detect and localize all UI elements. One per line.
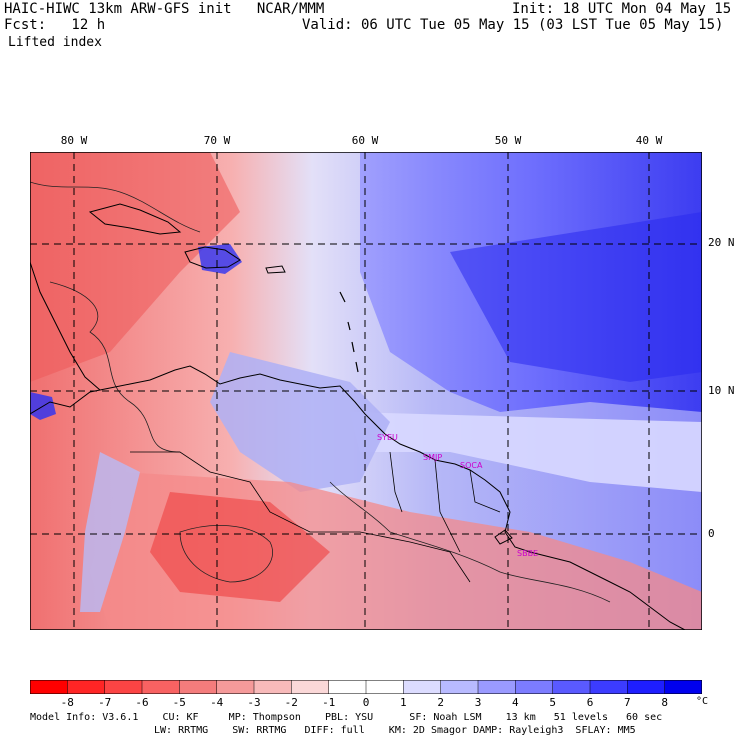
colorbar-cell: [440, 680, 479, 694]
colorbar-cell: [365, 680, 405, 694]
south-america-coastline: [30, 365, 686, 630]
graticule: [30, 152, 702, 630]
contour-line: [329, 481, 611, 603]
caribbean-stable-patch: [210, 352, 390, 492]
colorbar-tick: 3: [474, 696, 482, 709]
colorbar-tick: 0: [362, 696, 370, 709]
colorbar-tick: 4: [511, 696, 519, 709]
colorbar-cell: [552, 680, 591, 694]
lon-label-40w: 40 W: [635, 134, 663, 147]
lifted-index-map: SYEU SMJP SOCA SBBE: [30, 152, 702, 630]
colorbar-tick: -1: [322, 696, 336, 709]
colorbar-tick: 2: [437, 696, 444, 709]
colorbar: [30, 680, 702, 694]
contour-line: [179, 525, 273, 583]
colorbar-cell: [403, 680, 442, 694]
strongly-stable-core: [450, 212, 702, 382]
colorbar-cell: [291, 680, 330, 694]
near-neutral-band: [350, 412, 702, 492]
colorbar-tick: -8: [60, 696, 74, 709]
central-america-coastline: [30, 261, 101, 391]
country-border: [130, 451, 471, 583]
colorbar-cell: [216, 680, 255, 694]
valid-time: Valid: 06 UTC Tue 05 May 15 (03 LST Tue …: [302, 17, 724, 33]
model-info-line2: LW: RRTMG SW: RRTMG DIFF: full KM: 2D Sm…: [154, 725, 636, 736]
puerto-rico-coastline: [265, 265, 286, 274]
field-name: Lifted index: [8, 35, 102, 50]
colorbar-cell: [328, 680, 367, 694]
marajo-island: [494, 529, 513, 545]
lon-label-70w: 70 W: [203, 134, 231, 147]
lon-label-60w: 60 W: [351, 134, 379, 147]
colorbar-cell: [253, 680, 293, 694]
colorbar-tick: 8: [661, 696, 668, 709]
colorbar-tick: -7: [98, 696, 112, 709]
colorbar-tick: -4: [210, 696, 224, 709]
lat-label-10n: 10 N: [708, 384, 735, 397]
map-title: HAIC-HIWC 13km ARW-GFS init NCAR/MMM: [4, 1, 325, 17]
station-soca: SOCA: [460, 461, 483, 470]
hispaniola-coastline: [184, 246, 241, 269]
colorbar-tick: 7: [623, 696, 631, 709]
lon-label-80w: 80 W: [60, 134, 88, 147]
colorbar-tick: 6: [586, 696, 594, 709]
colorbar-tick: -5: [172, 696, 186, 709]
colorbar-unit: °C: [696, 696, 709, 707]
colorbar-cell: [67, 680, 106, 694]
colorbar-tick: -2: [284, 696, 298, 709]
country-border: [389, 451, 501, 553]
andes-stable-strip: [80, 452, 140, 612]
forecast-hour: Fcst: 12 h: [4, 17, 106, 33]
station-smjp: SMJP: [423, 453, 442, 462]
colorbar-tick: 1: [399, 696, 407, 709]
lat-label-0: 0: [708, 527, 715, 540]
cuba-coastline: [88, 203, 182, 235]
colorbar-tick: 5: [549, 696, 556, 709]
contour-line: [30, 181, 201, 233]
colorbar-cell: [589, 680, 629, 694]
station-syeu: SYEU: [377, 433, 398, 442]
station-sbbe: SBBE: [517, 549, 538, 558]
init-time: Init: 18 UTC Mon 04 May 15: [512, 1, 732, 17]
colorbar-cell: [141, 680, 181, 694]
lat-label-20n: 20 N: [708, 236, 735, 249]
colorbar-cell: [179, 680, 218, 694]
colorbar-cell: [627, 680, 666, 694]
lesser-antilles: [339, 291, 359, 373]
contour-line: [49, 281, 181, 453]
colorbar-cell: [104, 680, 143, 694]
model-info-line1: Model Info: V3.6.1 CU: KF MP: Thompson P…: [30, 712, 663, 723]
lon-label-50w: 50 W: [494, 134, 522, 147]
colorbar-tick: -3: [247, 696, 261, 709]
colorbar-cell: [477, 680, 517, 694]
colorbar-cell: [515, 680, 554, 694]
hispaniola-stable-spot: [198, 244, 242, 274]
colorbar-cell: [664, 680, 702, 694]
colorbar-cell: [30, 680, 69, 694]
unstable-north-west: [30, 152, 240, 382]
colorbar-tick: -6: [135, 696, 149, 709]
